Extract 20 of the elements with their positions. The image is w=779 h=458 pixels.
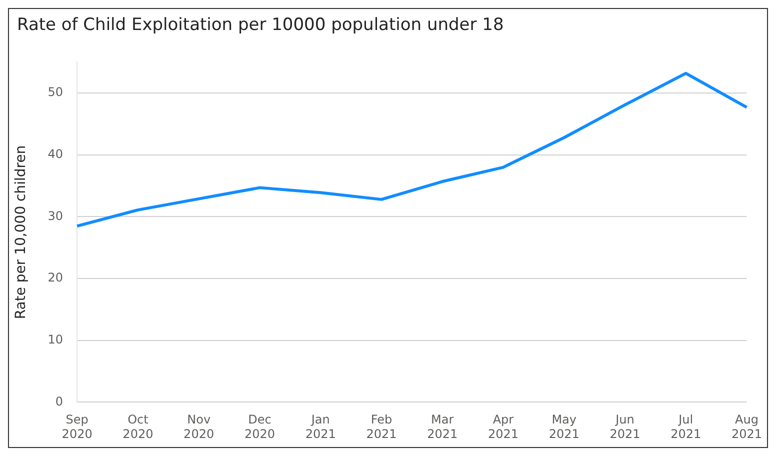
x-tick-label: Apr 2021	[488, 412, 518, 441]
x-tick-label: Jan 2021	[305, 412, 336, 441]
x-tick-label: Mar 2021	[427, 412, 458, 441]
x-tick-label: Jul 2021	[670, 412, 702, 441]
y-tick-label: 30	[48, 208, 64, 223]
y-tick-label: 40	[48, 147, 64, 162]
x-tick-label: Sep 2020	[62, 412, 92, 441]
x-tick-label: May 2021	[548, 412, 580, 441]
x-tick-label: Feb 2021	[366, 412, 397, 441]
x-tick-label: Jun 2021	[610, 412, 640, 441]
chart-title: Rate of Child Exploitation per 10000 population under 18	[16, 14, 505, 37]
x-tick-label: Dec 2020	[244, 412, 275, 441]
y-tick-label: 0	[55, 394, 64, 408]
x-tick-label: Nov 2020	[184, 412, 214, 441]
y-tick-label: 20	[48, 270, 64, 285]
x-tick-label: Oct 2020	[122, 412, 154, 441]
x-tick-label: Aug 2021	[731, 412, 762, 441]
y-tick-label: 10	[48, 332, 64, 347]
y-axis-title: Rate per 10,000 children	[13, 145, 30, 320]
y-tick-label: 50	[48, 85, 64, 100]
